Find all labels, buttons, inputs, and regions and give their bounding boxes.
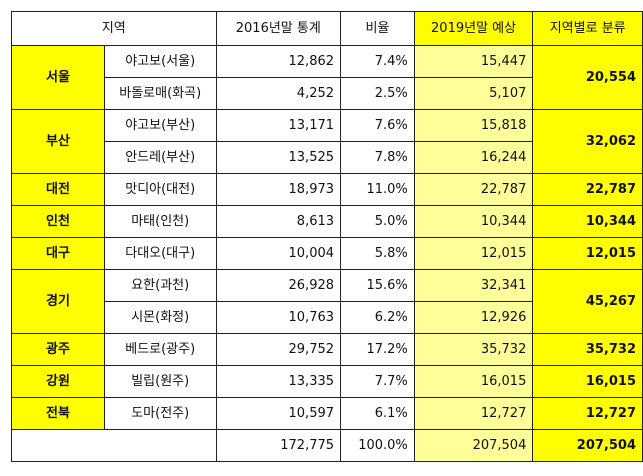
branch-name-cell[interactable]: 베드로(광주) — [103, 333, 217, 366]
table-row: 강원 빌립(원주) 13,335 7.7% 16,015 16,015 — [11, 365, 643, 398]
table-row: 시몬(화정) 10,763 6.2% 12,926 — [12, 301, 643, 334]
stats-2016-cell[interactable]: 4,252 — [215, 77, 342, 110]
region-total-cell[interactable]: 12,727 — [532, 397, 643, 430]
region-total-cell[interactable]: 16,015 — [532, 365, 643, 398]
total-forecast-cell[interactable]: 207,504 — [413, 429, 534, 462]
table-row: 바돌로매(화곡) 4,252 2.5% 5,107 — [12, 77, 643, 110]
table-row: 경기 요한(과천) 26,928 15.6% 32,341 45,267 — [11, 269, 643, 334]
stats-2016-cell[interactable]: 12,862 — [215, 45, 342, 78]
ratio-cell[interactable]: 5.0% — [340, 205, 415, 238]
region-cell[interactable]: 강원 — [11, 365, 105, 398]
ratio-cell[interactable]: 6.1% — [340, 397, 415, 430]
header-stats-2016[interactable]: 2016년말 통계 — [215, 11, 342, 46]
forecast-2019-cell[interactable]: 5,107 — [413, 77, 534, 110]
region-cell[interactable]: 경기 — [11, 269, 105, 334]
branch-name-cell[interactable]: 안드레(부산) — [103, 141, 217, 174]
region-total-cell[interactable]: 12,015 — [532, 237, 643, 270]
table-row: 서울 야고보(서울) 12,862 7.4% 15,447 20,554 — [11, 45, 643, 110]
region-cell[interactable]: 광주 — [11, 333, 105, 366]
forecast-2019-cell[interactable]: 12,926 — [413, 301, 534, 334]
ratio-cell[interactable]: 15.6% — [340, 269, 415, 302]
table-row: 전북 도마(전주) 10,597 6.1% 12,727 12,727 — [11, 397, 643, 430]
stats-2016-cell[interactable]: 13,335 — [215, 365, 342, 398]
forecast-2019-cell[interactable]: 35,732 — [413, 333, 534, 366]
forecast-2019-cell[interactable]: 10,344 — [413, 205, 534, 238]
totals-label-cell[interactable] — [11, 429, 217, 462]
ratio-cell[interactable]: 7.4% — [340, 45, 415, 78]
branch-name-cell[interactable]: 야고보(부산) — [103, 109, 217, 142]
header-region[interactable]: 지역 — [11, 11, 217, 46]
ratio-cell[interactable]: 2.5% — [340, 77, 415, 110]
region-total-cell[interactable]: 20,554 — [532, 45, 643, 110]
stats-2016-cell[interactable]: 18,973 — [215, 173, 342, 206]
region-total-cell[interactable]: 45,267 — [532, 269, 643, 334]
stats-2016-cell[interactable]: 10,004 — [215, 237, 342, 270]
forecast-2019-cell[interactable]: 16,244 — [413, 141, 534, 174]
forecast-2019-cell[interactable]: 15,447 — [413, 45, 534, 78]
forecast-2019-cell[interactable]: 22,787 — [413, 173, 534, 206]
forecast-2019-cell[interactable]: 12,015 — [413, 237, 534, 270]
header-ratio[interactable]: 비율 — [340, 11, 415, 46]
region-total-cell[interactable]: 35,732 — [532, 333, 643, 366]
spreadsheet-table: 지역 2016년말 통계 비율 2019년말 예상 지역별로 분류 서울 야고보(… — [11, 11, 643, 462]
ratio-cell[interactable]: 17.2% — [340, 333, 415, 366]
header-row: 지역 2016년말 통계 비율 2019년말 예상 지역별로 분류 — [11, 11, 643, 46]
region-cell[interactable]: 부산 — [11, 109, 105, 174]
branch-name-cell[interactable]: 마태(인천) — [103, 205, 217, 238]
table-row: 대구 다대오(대구) 10,004 5.8% 12,015 12,015 — [11, 237, 643, 270]
stats-2016-cell[interactable]: 26,928 — [215, 269, 342, 302]
branch-name-cell[interactable]: 다대오(대구) — [103, 237, 217, 270]
stats-2016-cell[interactable]: 10,597 — [215, 397, 342, 430]
region-total-cell[interactable]: 32,062 — [532, 109, 643, 174]
stats-2016-cell[interactable]: 29,752 — [215, 333, 342, 366]
branch-name-cell[interactable]: 도마(전주) — [103, 397, 217, 430]
stats-2016-cell[interactable]: 13,171 — [215, 109, 342, 142]
region-cell[interactable]: 서울 — [11, 45, 105, 110]
branch-name-cell[interactable]: 빌립(원주) — [103, 365, 217, 398]
stats-2016-cell[interactable]: 13,525 — [215, 141, 342, 174]
forecast-2019-cell[interactable]: 32,341 — [413, 269, 534, 302]
ratio-cell[interactable]: 11.0% — [340, 173, 415, 206]
table-row: 대전 맛디아(대전) 18,973 11.0% 22,787 22,787 — [11, 173, 643, 206]
header-forecast-2019[interactable]: 2019년말 예상 — [413, 11, 534, 46]
branch-name-cell[interactable]: 요한(과천) — [103, 269, 217, 302]
stats-2016-cell[interactable]: 10,763 — [215, 301, 342, 334]
region-total-cell[interactable]: 22,787 — [532, 173, 643, 206]
table-body: 서울 야고보(서울) 12,862 7.4% 15,447 20,554 바돌로매(화곡) 4… — [11, 45, 643, 462]
region-cell[interactable]: 대전 — [11, 173, 105, 206]
total-stats-cell[interactable]: 172,775 — [215, 429, 342, 462]
table-row: 부산 야고보(부산) 13,171 7.6% 15,818 32,062 — [11, 109, 643, 174]
ratio-cell[interactable]: 7.7% — [340, 365, 415, 398]
total-ratio-cell[interactable]: 100.0% — [340, 429, 415, 462]
stats-2016-cell[interactable]: 8,613 — [215, 205, 342, 238]
branch-name-cell[interactable]: 맛디아(대전) — [103, 173, 217, 206]
table-row: 인천 마태(인천) 8,613 5.0% 10,344 10,344 — [11, 205, 643, 238]
ratio-cell[interactable]: 6.2% — [340, 301, 415, 334]
table-row: 안드레(부산) 13,525 7.8% 16,244 — [12, 141, 643, 174]
region-cell[interactable]: 전북 — [11, 397, 105, 430]
branch-name-cell[interactable]: 시몬(화정) — [103, 301, 217, 334]
branch-name-cell[interactable]: 바돌로매(화곡) — [103, 77, 217, 110]
forecast-2019-cell[interactable]: 16,015 — [413, 365, 534, 398]
total-by-region-cell[interactable]: 207,504 — [532, 429, 643, 462]
branch-name-cell[interactable]: 야고보(서울) — [103, 45, 217, 78]
table-row: 광주 베드로(광주) 29,752 17.2% 35,732 35,732 — [11, 333, 643, 366]
forecast-2019-cell[interactable]: 15,818 — [413, 109, 534, 142]
ratio-cell[interactable]: 5.8% — [340, 237, 415, 270]
ratio-cell[interactable]: 7.6% — [340, 109, 415, 142]
totals-row: 172,775 100.0% 207,504 207,504 — [11, 429, 643, 462]
region-cell[interactable]: 인천 — [11, 205, 105, 238]
forecast-2019-cell[interactable]: 12,727 — [413, 397, 534, 430]
header-by-region[interactable]: 지역별로 분류 — [532, 11, 643, 46]
ratio-cell[interactable]: 7.8% — [340, 141, 415, 174]
region-total-cell[interactable]: 10,344 — [532, 205, 643, 238]
region-cell[interactable]: 대구 — [11, 237, 105, 270]
